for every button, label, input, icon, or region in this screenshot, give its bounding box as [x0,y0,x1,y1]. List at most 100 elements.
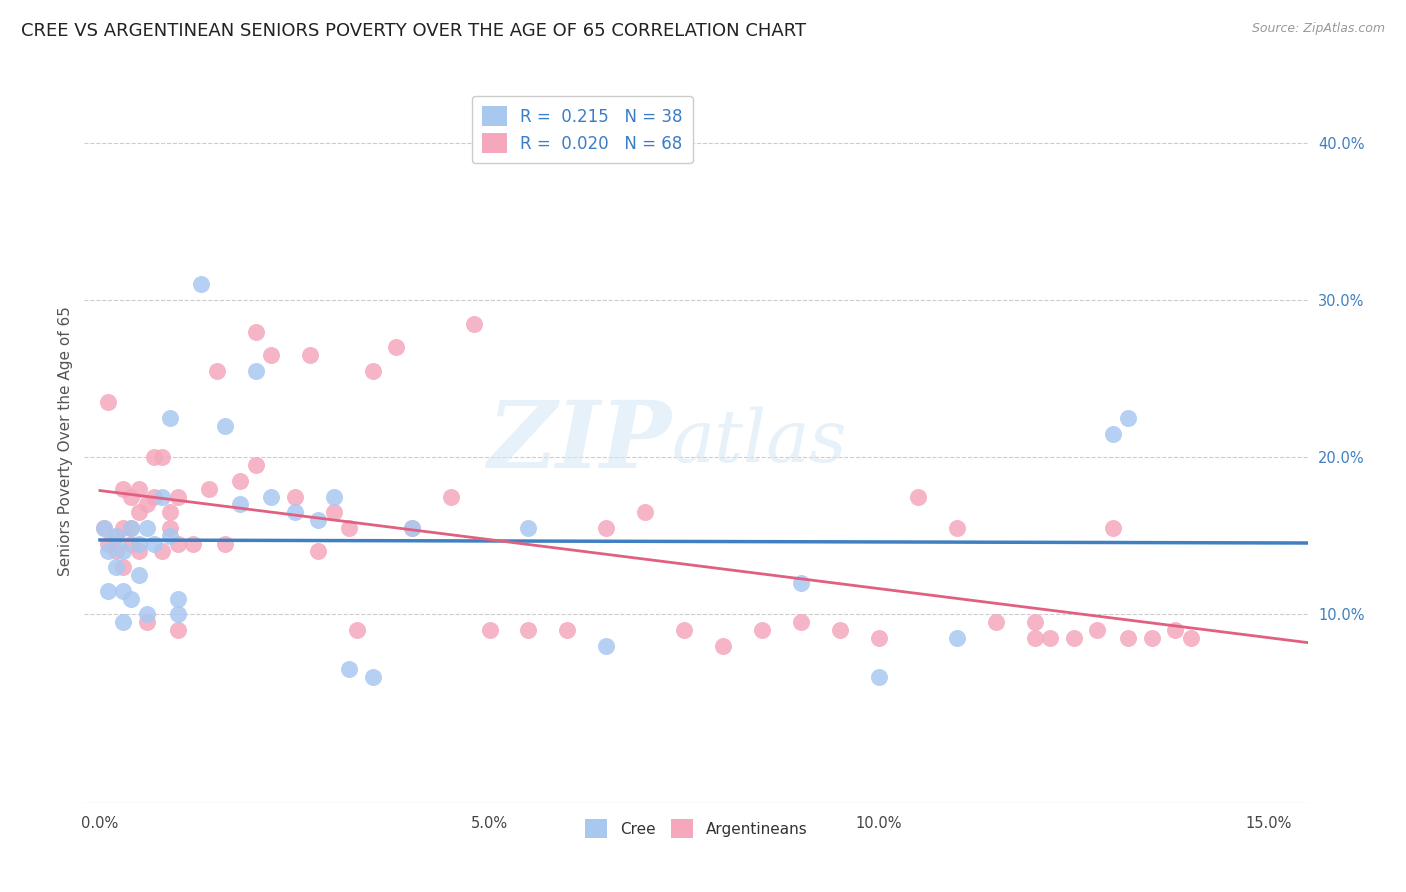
Point [93,521,115,535]
Point [1101,521,1123,535]
Point [128,568,150,582]
Point [595,639,617,653]
Point [104,529,127,543]
Point [143,490,166,504]
Point [97,395,120,409]
Point [1118,411,1140,425]
Point [557,623,579,637]
Point [120,521,142,535]
Point [93,521,115,535]
Y-axis label: Seniors Poverty Over the Age of 65: Seniors Poverty Over the Age of 65 [58,307,73,576]
Point [1039,631,1062,645]
Point [143,536,166,550]
Point [245,458,267,472]
Point [401,521,423,535]
Point [229,474,252,488]
Text: CREE VS ARGENTINEAN SENIORS POVERTY OVER THE AGE OF 65 CORRELATION CHART: CREE VS ARGENTINEAN SENIORS POVERTY OVER… [21,22,806,40]
Point [120,591,142,606]
Point [112,560,135,574]
Point [830,623,852,637]
Point [260,490,283,504]
Point [159,505,181,519]
Point [751,623,773,637]
Point [150,450,173,465]
Point [190,277,212,292]
Point [1180,631,1202,645]
Point [439,490,461,504]
Point [1164,623,1187,637]
Point [711,639,734,653]
Point [245,325,267,339]
Point [166,623,188,637]
Point [120,521,142,535]
Point [790,575,813,590]
Point [104,560,127,574]
Point [790,615,813,630]
Point [128,482,150,496]
Point [112,544,135,558]
Point [128,544,150,558]
Point [112,482,135,496]
Point [143,450,166,465]
Point [284,505,307,519]
Point [307,513,329,527]
Point [166,490,188,504]
Point [984,615,1007,630]
Point [128,536,150,550]
Point [1101,426,1123,441]
Point [673,623,696,637]
Point [112,615,135,630]
Point [112,521,135,535]
Point [284,490,307,504]
Point [104,544,127,558]
Point [205,364,228,378]
Point [595,521,617,535]
Point [97,583,120,598]
Point [361,364,384,378]
Point [299,348,322,362]
Legend: Cree, Argentineans: Cree, Argentineans [576,812,815,846]
Point [478,623,501,637]
Point [229,497,252,511]
Point [150,490,173,504]
Point [1085,623,1108,637]
Point [245,364,267,378]
Text: atlas: atlas [672,406,846,477]
Point [97,536,120,550]
Point [517,623,540,637]
Point [1063,631,1085,645]
Point [322,505,344,519]
Point [946,631,969,645]
Point [517,521,540,535]
Point [135,607,157,622]
Point [128,505,150,519]
Point [159,529,181,543]
Point [322,490,344,504]
Point [307,544,329,558]
Point [1118,631,1140,645]
Point [135,615,157,630]
Point [385,340,408,354]
Point [135,521,157,535]
Point [214,418,236,433]
Point [120,490,142,504]
Point [159,521,181,535]
Point [159,411,181,425]
Point [946,521,969,535]
Point [260,348,283,362]
Point [401,521,423,535]
Point [346,623,368,637]
Point [1024,631,1046,645]
Point [150,544,173,558]
Text: ZIP: ZIP [488,397,672,486]
Point [361,670,384,684]
Point [166,591,188,606]
Point [120,536,142,550]
Point [907,490,929,504]
Point [634,505,657,519]
Point [135,497,157,511]
Point [868,670,890,684]
Point [166,607,188,622]
Point [214,536,236,550]
Point [112,583,135,598]
